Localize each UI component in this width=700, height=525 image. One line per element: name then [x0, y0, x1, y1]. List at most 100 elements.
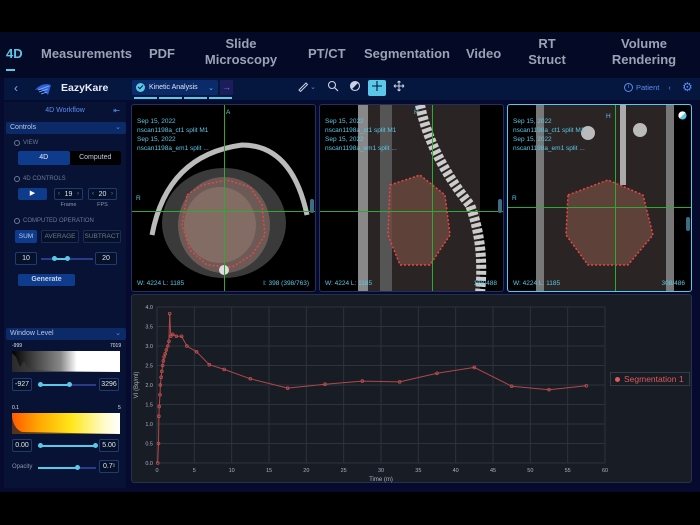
orientation-label-left: R — [512, 195, 517, 202]
fps-stepper[interactable]: ‹ 20 › — [88, 188, 117, 200]
next-step-button[interactable]: → — [220, 80, 233, 95]
wl-high-input[interactable]: 3296 — [99, 378, 119, 391]
wl-scale-max: 7019 — [110, 343, 122, 349]
chart-legend-segmentation-1[interactable]: Segmentation 1 — [610, 372, 690, 386]
crosshair-vertical[interactable] — [224, 105, 225, 291]
tool-dropdown-chevron-icon[interactable]: ⌄ — [310, 84, 316, 91]
crosshair-horizontal[interactable] — [320, 211, 503, 212]
lut-slider-low-handle[interactable] — [38, 443, 43, 448]
header-bar: ‹ EazyKare Kinetic Analysis ⌄ → ⌄ — [4, 78, 700, 100]
lut-low-input[interactable]: 0.00 — [12, 439, 32, 452]
window-level-section-header[interactable]: Window Level ⌄ — [6, 328, 126, 340]
slice-scrollbar[interactable] — [498, 199, 502, 213]
check-circle-icon — [136, 83, 145, 92]
tab-pdf[interactable]: PDF — [149, 46, 175, 61]
lut-high-input[interactable]: 5.00 — [99, 439, 119, 452]
view-toggle: 4D Computed — [18, 151, 121, 165]
svg-text:1.5: 1.5 — [145, 403, 153, 409]
collapse-panel-icon[interactable]: ⇤ — [113, 106, 120, 115]
svg-text:20: 20 — [303, 468, 309, 474]
view-option-computed[interactable]: Computed — [79, 154, 112, 161]
workflow-select[interactable]: Kinetic Analysis ⌄ — [132, 80, 218, 95]
chevron-down-icon: ⌄ — [115, 124, 121, 131]
increment-icon[interactable]: › — [110, 191, 113, 197]
brand-name: EazyKare — [61, 82, 109, 94]
svg-text:0.0: 0.0 — [145, 461, 153, 467]
window-level-histogram[interactable] — [12, 351, 120, 372]
lut-scale-min: 0.1 — [12, 405, 19, 411]
op-average-button[interactable]: AVERAGE — [41, 230, 79, 243]
opacity-input[interactable]: 0.7 ⇕ — [99, 460, 119, 473]
slice-scrollbar[interactable] — [686, 217, 690, 231]
wl-slider-high-handle[interactable] — [67, 382, 72, 387]
decrement-icon[interactable]: ‹ — [58, 191, 60, 197]
svg-text:15: 15 — [266, 468, 272, 474]
svg-text:3.5: 3.5 — [145, 325, 153, 331]
increment-icon[interactable]: › — [76, 191, 79, 197]
tab-segmentation[interactable]: Segmentation — [364, 46, 450, 61]
tab-slide-microscopy[interactable]: Slide Microscopy — [204, 36, 278, 67]
wl-low-input[interactable]: -927 — [12, 378, 32, 391]
range-min-input[interactable]: 10 — [15, 252, 37, 265]
generate-button[interactable]: Generate — [18, 274, 75, 286]
contrast-toggle-icon[interactable] — [678, 111, 687, 120]
wl-scale-min: -999 — [12, 343, 23, 349]
4d-controls-label: 4D CONTROLS — [14, 176, 66, 182]
patient-toggle[interactable]: i Patient ‹ — [624, 83, 671, 92]
wl-slider-fill — [40, 384, 69, 386]
range-slider-max-handle[interactable] — [65, 256, 70, 261]
controls-section-header[interactable]: Controls ⌄ — [6, 122, 126, 134]
logo-icon — [35, 84, 51, 95]
ruler-icon[interactable] — [294, 80, 312, 96]
range-max-input[interactable]: 20 — [95, 252, 117, 265]
op-subtract-button[interactable]: SUBTRACT — [83, 230, 121, 243]
colormap-bar[interactable] — [12, 413, 120, 434]
op-sum-button[interactable]: SUM — [15, 230, 37, 243]
tab-video[interactable]: Video — [466, 46, 502, 61]
back-chevron-icon[interactable]: ‹ — [14, 81, 18, 95]
time-activity-chart[interactable]: 0 5 10 15 20 25 30 35 40 45 50 55 60 0.0 0.5 1.0 1.5 2.0 2… — [132, 295, 693, 484]
frame-stepper[interactable]: ‹ 19 › — [54, 188, 83, 200]
fps-value: 20 — [98, 190, 107, 198]
svg-text:VI (Bq/ml): VI (Bq/ml) — [134, 372, 140, 399]
svg-text:0: 0 — [155, 468, 158, 474]
viewport-axial[interactable]: Sep 15, 2022 nscan1198a_ct1 split M1 Sep … — [131, 104, 316, 292]
svg-text:1.0: 1.0 — [145, 422, 153, 428]
svg-text:3.0: 3.0 — [145, 344, 153, 350]
crosshair-horizontal[interactable] — [508, 207, 691, 208]
viewport-sagittal[interactable]: Sep 15, 2022 nscan1198a_ct1 split M1 Sep … — [319, 104, 504, 292]
wl-slider-low-handle[interactable] — [38, 382, 43, 387]
view-option-4d[interactable]: 4D — [18, 151, 70, 165]
svg-text:55: 55 — [565, 468, 571, 474]
crosshair-horizontal[interactable] — [132, 211, 315, 212]
window-level-readout: W: 4224 L: 1185 — [325, 280, 373, 287]
slice-scrollbar[interactable] — [310, 199, 314, 213]
viewport-info: Sep 15, 2022 nscan1198a_ct1 split M1 Sep … — [325, 118, 397, 152]
viewport-coronal[interactable]: Sep 15, 2022 nscan1198a_ct1 split M1 Sep … — [507, 104, 692, 292]
svg-text:40: 40 — [453, 468, 459, 474]
opacity-slider-handle[interactable] — [75, 465, 80, 470]
crosshair-vertical[interactable] — [615, 105, 616, 291]
orientation-label-top: A — [226, 109, 231, 116]
gear-icon[interactable]: ⚙ — [682, 80, 693, 94]
pan-icon[interactable] — [390, 80, 408, 96]
zoom-icon[interactable] — [324, 80, 342, 96]
tab-measurements[interactable]: Measurements — [41, 46, 133, 61]
patient-info-icon: i — [624, 83, 633, 92]
crosshair-vertical[interactable] — [432, 105, 433, 291]
tab-4d[interactable]: 4D — [6, 46, 23, 71]
window-level-readout: W: 4224 L: 1185 — [137, 280, 185, 287]
range-slider-min-handle[interactable] — [52, 256, 57, 261]
play-button[interactable]: ▶ — [18, 188, 47, 200]
svg-text:35: 35 — [415, 468, 421, 474]
decrement-icon[interactable]: ‹ — [92, 191, 94, 197]
tab-pt-ct[interactable]: PT/CT — [308, 46, 346, 61]
chevron-down-icon: ⌄ — [115, 330, 121, 337]
tab-volume-rendering[interactable]: Volume Rendering — [611, 36, 677, 67]
chevron-left-icon: ‹ — [668, 83, 671, 92]
svg-text:60: 60 — [602, 468, 608, 474]
tab-rt-struct[interactable]: RT Struct — [528, 36, 566, 67]
contrast-icon[interactable] — [346, 80, 364, 96]
crosshair-icon[interactable] — [368, 80, 386, 96]
lut-slider-high-handle[interactable] — [93, 443, 98, 448]
